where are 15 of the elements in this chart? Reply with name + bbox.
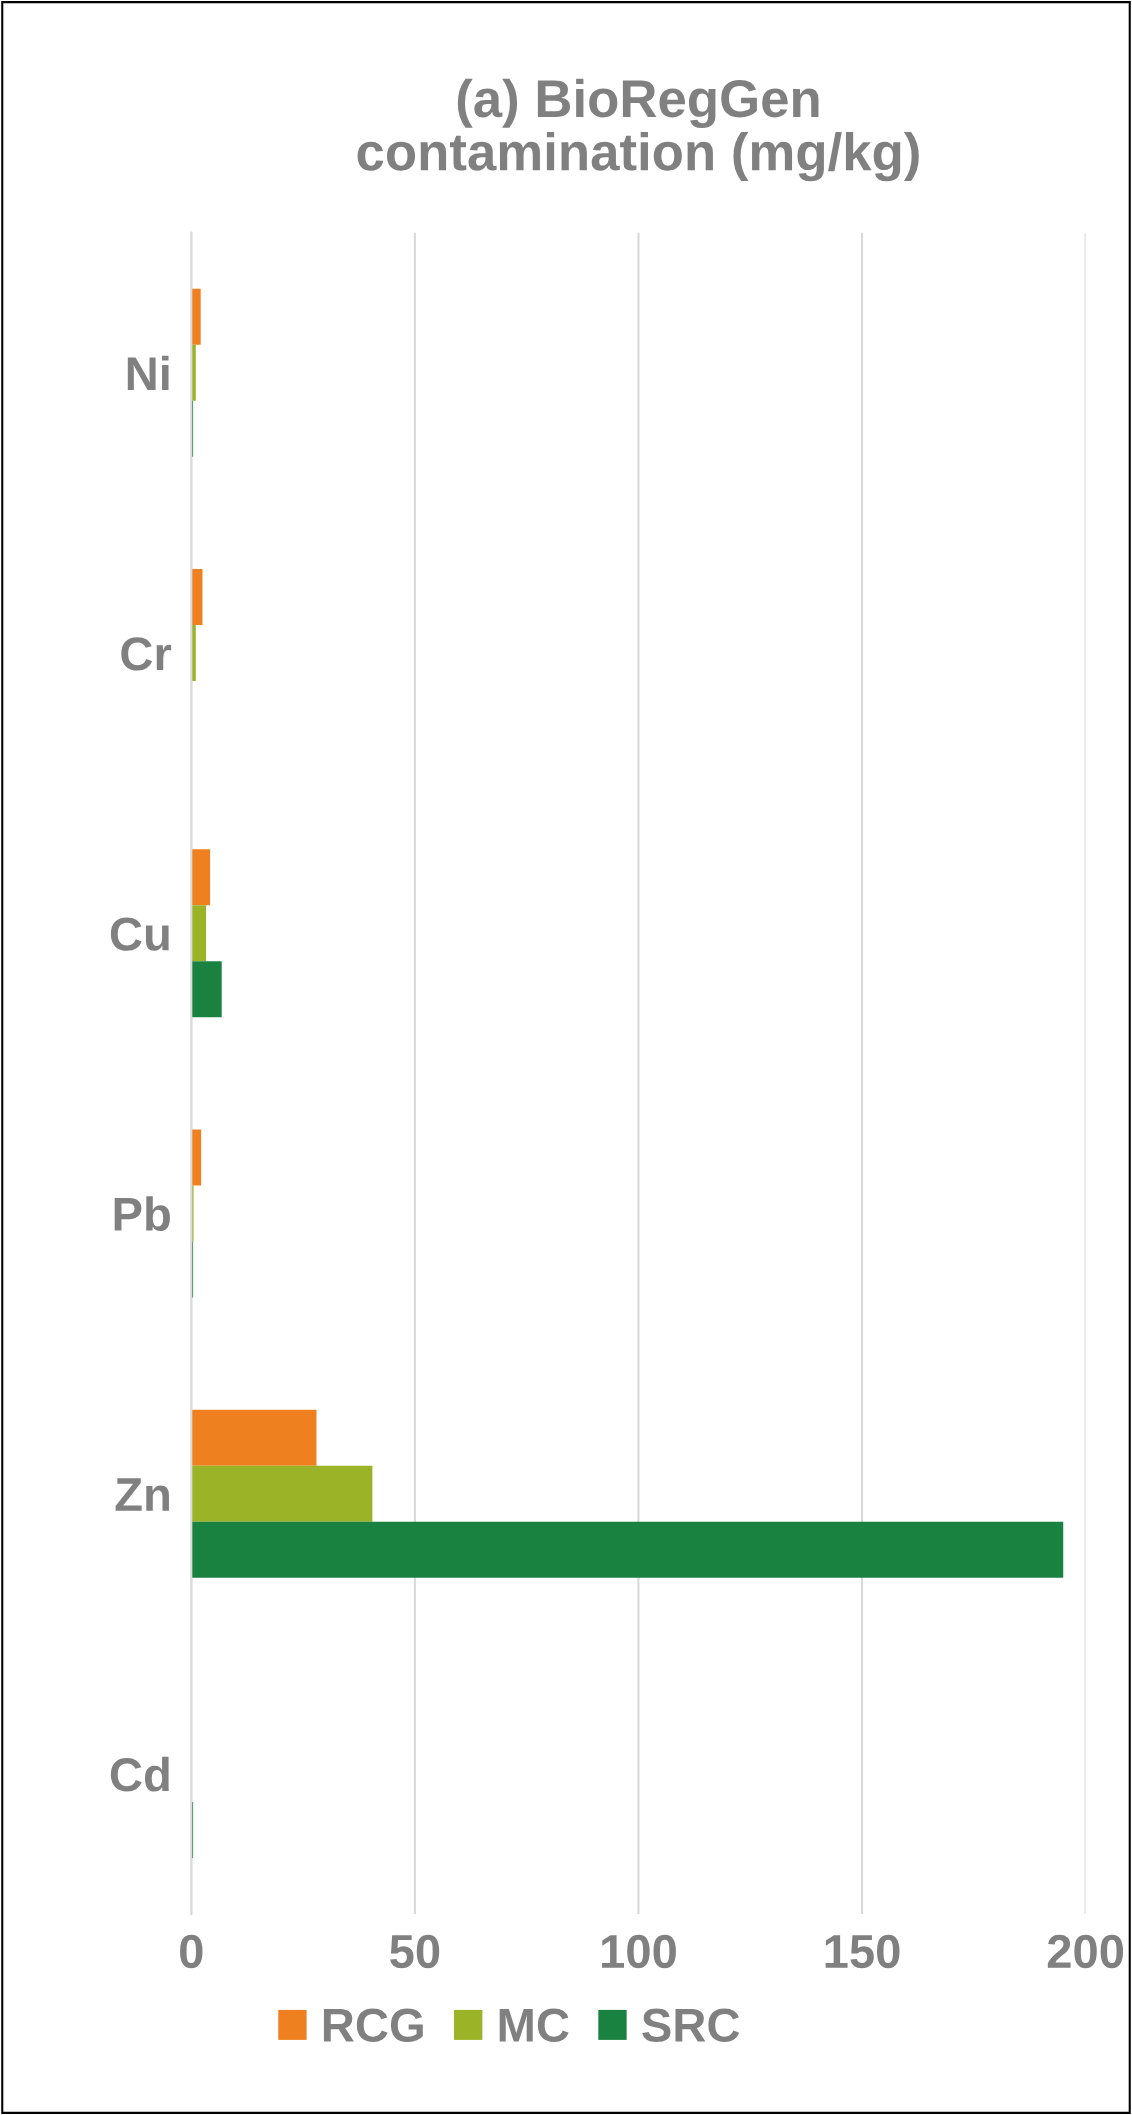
legend-label: RCG xyxy=(323,2008,423,2043)
y-tick-label: Cd xyxy=(110,1756,169,1792)
chart-title: (a) BioRegGen contamination (mg/kg) xyxy=(357,78,919,182)
x-tick-label: 100 xyxy=(602,1934,676,1969)
x-tick-label: 150 xyxy=(825,1934,900,1969)
y-tick-label: Ni xyxy=(127,355,169,390)
x-tick-label: 50 xyxy=(390,1934,440,1969)
y-tick-label: Zn xyxy=(115,1478,169,1511)
legend-label: SRC xyxy=(642,2008,740,2043)
y-tick-label: Cu xyxy=(110,917,169,951)
y-tick-label: Cr xyxy=(121,637,172,671)
legend-label: MC xyxy=(499,2008,569,2043)
x-tick-label: 200 xyxy=(1047,1934,1124,1969)
x-tick-label: 0 xyxy=(180,1934,203,1969)
y-tick-label: Pb xyxy=(114,1196,170,1232)
